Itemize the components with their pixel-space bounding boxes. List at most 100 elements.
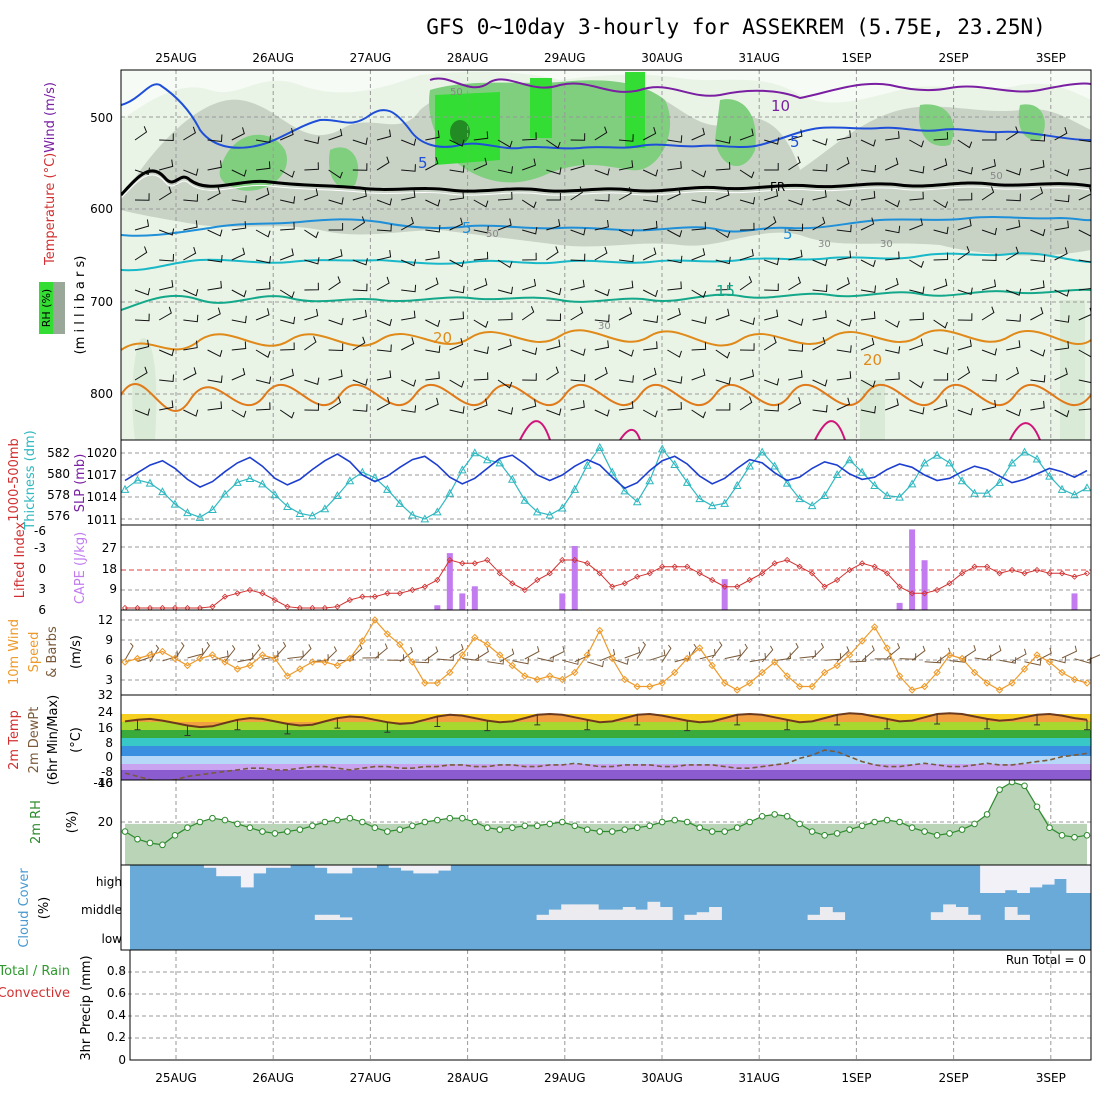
upper-wind-barb bbox=[522, 252, 537, 261]
upper-wind-barb bbox=[497, 191, 513, 201]
wind10-barb bbox=[512, 657, 530, 665]
day-label-top: 1SEP bbox=[841, 51, 871, 65]
slp-marker bbox=[133, 475, 142, 484]
upper-wind-barb bbox=[715, 377, 731, 385]
upper-wind-barb bbox=[957, 366, 971, 381]
upper-wind-barb bbox=[1030, 254, 1046, 263]
rh2m-ylabel: 2m RH bbox=[29, 800, 44, 844]
upper-wind-barb bbox=[1030, 228, 1046, 237]
slp-thickness-panel: 582 580 578 576 1020 1017 1014 1011 1000… bbox=[7, 430, 1092, 531]
upper-wind-barb bbox=[860, 190, 876, 201]
upper-wind-barb bbox=[255, 256, 271, 264]
cloud-high-bar bbox=[1004, 865, 1018, 891]
temp2m-panel: 32 24 16 8 0 -8 -16 2m Temp 2m DewPt (6h… bbox=[7, 688, 1092, 790]
li-marker bbox=[996, 570, 1003, 577]
upper-wind-barb bbox=[788, 370, 803, 381]
rh2m-marker bbox=[983, 811, 991, 818]
upper-wind-barb bbox=[183, 314, 199, 323]
slp-tick-1017: 1017 bbox=[86, 468, 117, 482]
upper-wind-barb bbox=[812, 337, 826, 351]
upper-wind-barb bbox=[522, 347, 538, 355]
cape-tick-9: 9 bbox=[109, 582, 117, 596]
upper-wind-barb bbox=[909, 338, 924, 351]
upper-wind-barb bbox=[764, 257, 780, 266]
cape-panel-background bbox=[121, 525, 1091, 610]
upper-wind-barb bbox=[304, 403, 319, 411]
cloud-high-bar bbox=[425, 865, 439, 874]
rh2m-marker bbox=[196, 818, 204, 826]
cloud-ylabel-units: (%) bbox=[37, 897, 52, 920]
upper-wind-barb bbox=[134, 126, 148, 141]
li-marker bbox=[671, 563, 678, 570]
wind-speed-marker bbox=[695, 644, 704, 652]
upper-wind-barb bbox=[280, 196, 296, 204]
upper-wind-barb bbox=[715, 229, 731, 239]
cloud-high-bar bbox=[1017, 865, 1030, 893]
upper-wind-barb bbox=[400, 337, 415, 351]
rh2m-marker bbox=[896, 818, 903, 826]
slp-marker bbox=[932, 450, 942, 459]
upper-wind-barb bbox=[134, 167, 150, 175]
upper-wind-barb bbox=[546, 246, 559, 261]
upper-wind-barb bbox=[352, 404, 368, 412]
cape-bar bbox=[921, 560, 928, 610]
upper-wind-barb bbox=[884, 319, 900, 328]
wind10-barb bbox=[774, 652, 792, 662]
upper-wind-barb bbox=[715, 256, 731, 265]
upper-wind-barb bbox=[764, 163, 779, 171]
upper-wind-barb bbox=[134, 366, 148, 381]
cloud-middle-bar bbox=[610, 909, 624, 920]
cloud-middle-bar bbox=[536, 914, 550, 920]
li-marker bbox=[584, 560, 591, 567]
upper-wind-barb bbox=[134, 193, 150, 201]
slp-marker bbox=[707, 501, 717, 510]
wind-speed-marker bbox=[958, 654, 966, 663]
cloud-middle-bar bbox=[955, 907, 969, 920]
slp-marker bbox=[1070, 490, 1079, 499]
upper-wind-barb bbox=[836, 250, 852, 261]
upper-wind-barb bbox=[473, 398, 488, 411]
upper-wind-barb bbox=[425, 345, 441, 353]
temp-band-20 bbox=[121, 722, 1091, 730]
slp-marker bbox=[945, 458, 954, 467]
temp-minmax-tick bbox=[284, 723, 291, 735]
wind10-barb bbox=[911, 645, 926, 661]
slp-marker bbox=[557, 503, 567, 512]
upper-wind-barb bbox=[328, 197, 344, 205]
rh-legend-label: RH (%) bbox=[40, 289, 53, 327]
slp-marker bbox=[732, 480, 742, 489]
upper-wind-barb bbox=[473, 199, 489, 208]
upper-wind-barb bbox=[788, 249, 803, 261]
li-marker bbox=[958, 570, 966, 577]
slp-marker bbox=[158, 487, 167, 496]
upper-wind-barb bbox=[594, 288, 610, 297]
temp-ylabel-3: (6hr Min/Max) bbox=[46, 695, 61, 785]
temp-above-band-fill bbox=[121, 713, 1091, 728]
cloud-cover-panel: high middle low Cloud Cover (%) bbox=[17, 864, 1092, 951]
upper-wind-barb bbox=[812, 163, 828, 172]
wind10-barb bbox=[786, 642, 799, 660]
temp-minmax-tick bbox=[534, 714, 541, 726]
wind-speed-marker bbox=[358, 637, 367, 645]
upper-wind-barb bbox=[739, 369, 755, 381]
upper-wind-barb bbox=[183, 126, 197, 141]
wind-speed-marker bbox=[383, 630, 392, 638]
li-marker bbox=[246, 586, 254, 594]
wind-speed-marker bbox=[745, 679, 754, 687]
wind-speed-marker bbox=[1083, 679, 1091, 687]
wind10-barb bbox=[224, 645, 236, 662]
rh2m-marker bbox=[434, 816, 441, 824]
upper-ytick-600: 600 bbox=[90, 202, 113, 216]
slp-marker bbox=[1082, 483, 1092, 492]
contour-label-15: 15 bbox=[716, 282, 735, 300]
upper-wind-barb bbox=[449, 259, 465, 268]
upper-wind-barb bbox=[594, 409, 610, 417]
day-label-bottom: 29AUG bbox=[544, 1071, 586, 1085]
cape-series bbox=[121, 529, 1091, 612]
wind-speed-marker bbox=[858, 637, 866, 645]
upper-wind-barb bbox=[1078, 187, 1091, 201]
upper-wind-barb bbox=[159, 348, 175, 357]
wind10-barb bbox=[1011, 648, 1027, 663]
wind10-barb bbox=[162, 650, 179, 662]
upper-wind-barb bbox=[691, 248, 706, 261]
